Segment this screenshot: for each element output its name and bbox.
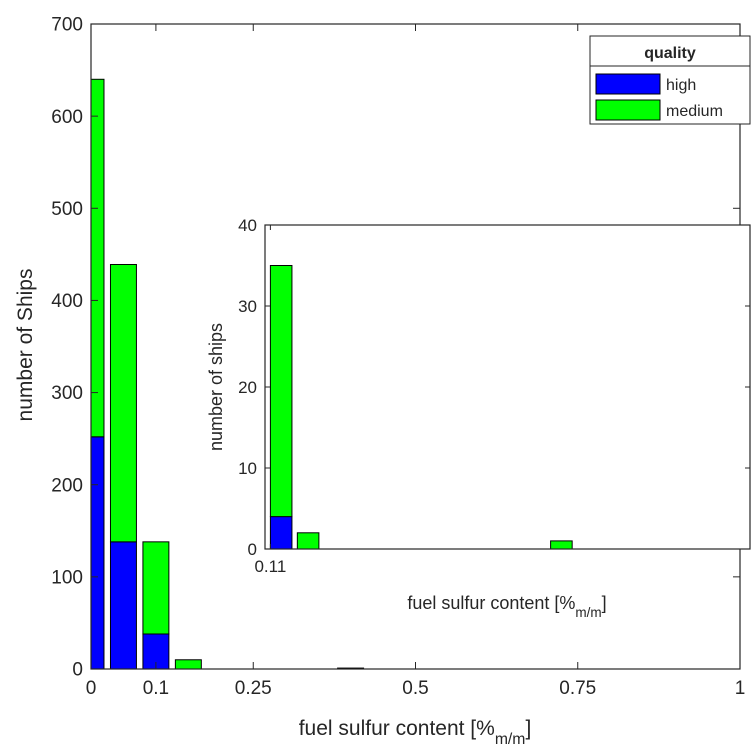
main-x-tick-label-3: 0.5	[402, 678, 428, 699]
inset-plot-background	[265, 225, 750, 549]
inset-y-tick-label-1: 10	[238, 459, 257, 478]
inset-x-tick-label-0: 0.11	[254, 557, 286, 576]
main-y-tick-label-3: 300	[51, 383, 83, 404]
inset-y-tick-label-4: 40	[238, 216, 257, 235]
main-x-tick-label-0: 0	[86, 678, 97, 699]
main-bar-high-0	[90, 436, 105, 670]
legend-label-medium: medium	[666, 103, 723, 120]
legend-swatch-high	[595, 73, 661, 95]
inset-y-axis-label: number of ships	[206, 323, 226, 451]
main-bar-medium-1	[109, 263, 137, 543]
main-y-tick-label-5: 500	[51, 199, 83, 220]
main-y-tick-label-1: 100	[51, 568, 83, 589]
main-y-tick-label-0: 0	[72, 660, 83, 681]
inset-bar-medium-1	[296, 532, 320, 550]
main-bar-medium-2	[142, 541, 170, 635]
inset-bar-medium-2	[550, 540, 573, 550]
main-y-tick-label-4: 400	[51, 291, 83, 312]
inset-x-axis-label: fuel sulfur content [%m/m]	[407, 593, 606, 620]
main-y-tick-label-7: 700	[51, 15, 83, 36]
inset-plot: 0 10 20 30 40 0.11 fuel sulfur content [%m/m] n…	[206, 216, 751, 620]
main-x-tick-label-1: 0.1	[143, 678, 169, 699]
legend: quality high medium	[589, 35, 751, 125]
inset-y-tick-label-0: 0	[248, 540, 257, 559]
legend-label-high: high	[666, 77, 696, 94]
inset-bar-high-0	[269, 516, 293, 550]
legend-swatch-medium	[595, 99, 661, 121]
main-y-tick-label-2: 200	[51, 475, 83, 496]
inset-bar-medium-0	[269, 265, 293, 518]
main-y-axis-label: number of Ships	[14, 269, 37, 422]
main-y-tick-label-6: 600	[51, 107, 83, 128]
main-x-tick-label-5: 1	[735, 678, 746, 699]
main-bar-high-1	[109, 541, 137, 670]
main-x-axis-label: fuel sulfur content [%m/m]	[299, 717, 532, 748]
inset-y-tick-label-2: 20	[238, 378, 257, 397]
main-bar-medium-0	[90, 78, 105, 438]
main-bar-medium-3	[174, 659, 202, 670]
main-x-tick-label-2: 0.25	[235, 678, 272, 699]
inset-y-tick-label-3: 30	[238, 297, 257, 316]
main-x-tick-label-4: 0.75	[559, 678, 596, 699]
legend-title: quality	[644, 45, 696, 62]
